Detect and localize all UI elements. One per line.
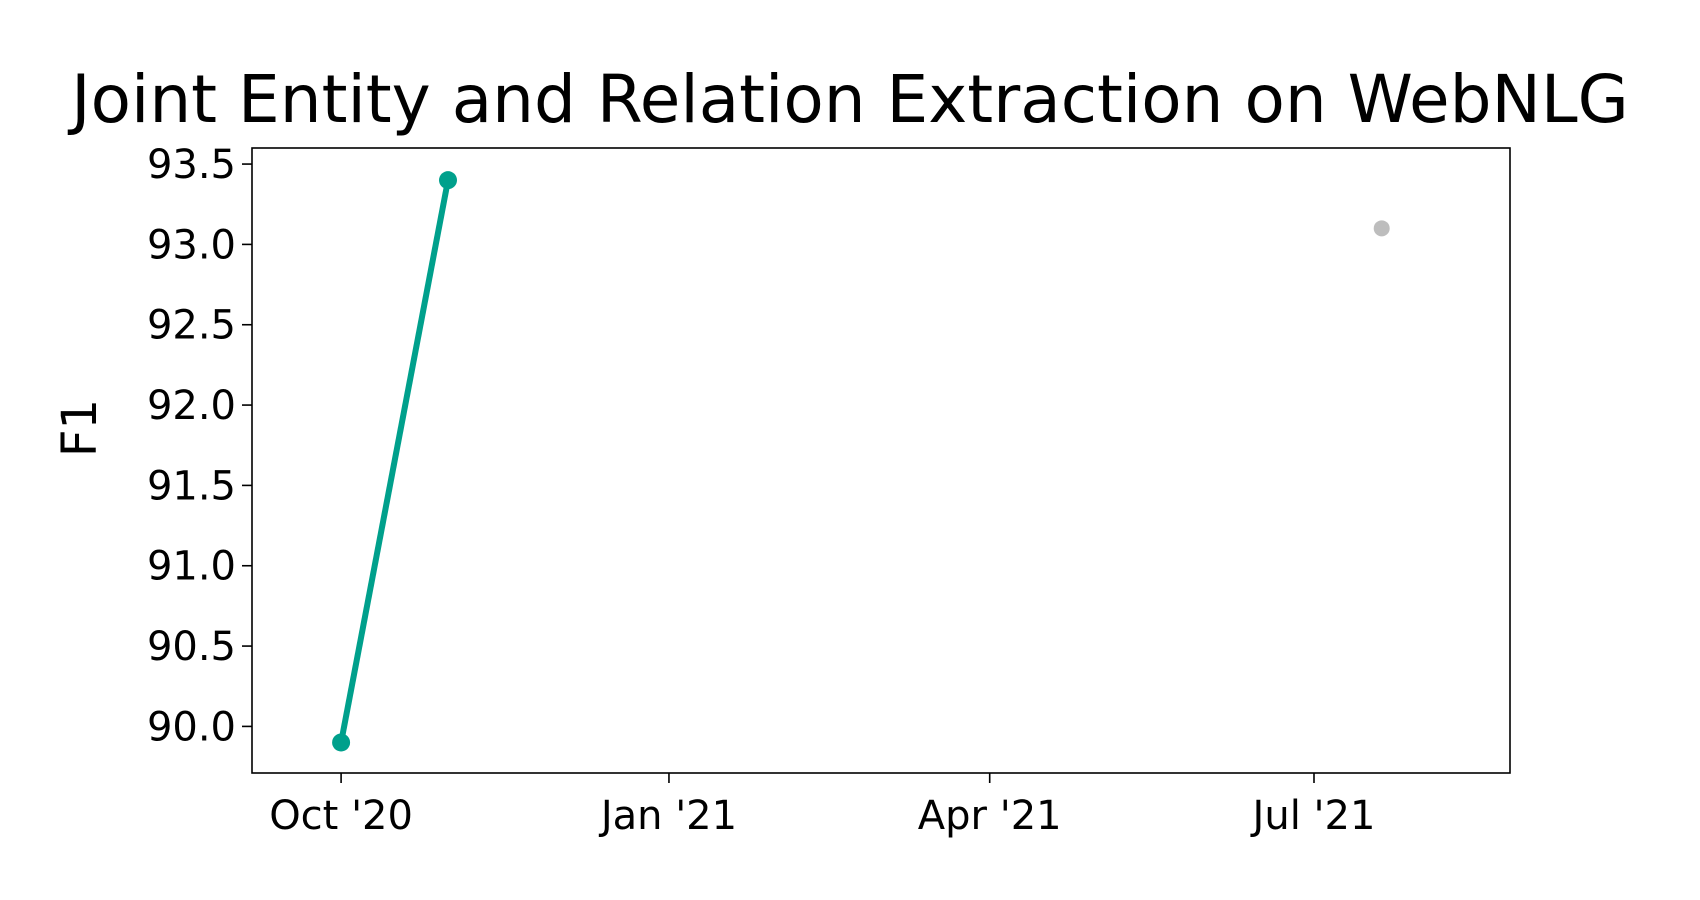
y-tick-label: 92.5 (147, 303, 236, 349)
x-tick-label: Jan '21 (598, 793, 737, 839)
data-point (1373, 220, 1390, 237)
data-point (439, 171, 458, 190)
y-tick-label: 90.5 (147, 624, 236, 670)
chart-title: Joint Entity and Relation Extraction on … (67, 61, 1629, 138)
plot-frame (251, 147, 1511, 774)
y-tick-label: 92.0 (147, 383, 236, 429)
plot-series (332, 171, 1390, 752)
y-tick-label: 91.5 (147, 463, 236, 509)
y-axis-label: F1 (52, 399, 108, 457)
x-tick-label: Apr '21 (918, 793, 1062, 839)
x-tick-label: Oct '20 (269, 793, 413, 839)
y-tick-label: 93.5 (147, 142, 236, 188)
x-tick-label: Jul '21 (1250, 793, 1376, 839)
y-tick-label: 91.0 (147, 544, 236, 590)
y-axis: 90.0 90.5 91.0 91.5 92.0 92.5 93.0 93.5 (147, 142, 252, 750)
data-point (332, 733, 351, 752)
x-axis: Oct '20 Jan '21 Apr '21 Jul '21 (269, 773, 1375, 839)
y-tick-label: 90.0 (147, 704, 236, 750)
y-tick-label: 93.0 (147, 222, 236, 268)
series-line-0 (338, 179, 451, 744)
